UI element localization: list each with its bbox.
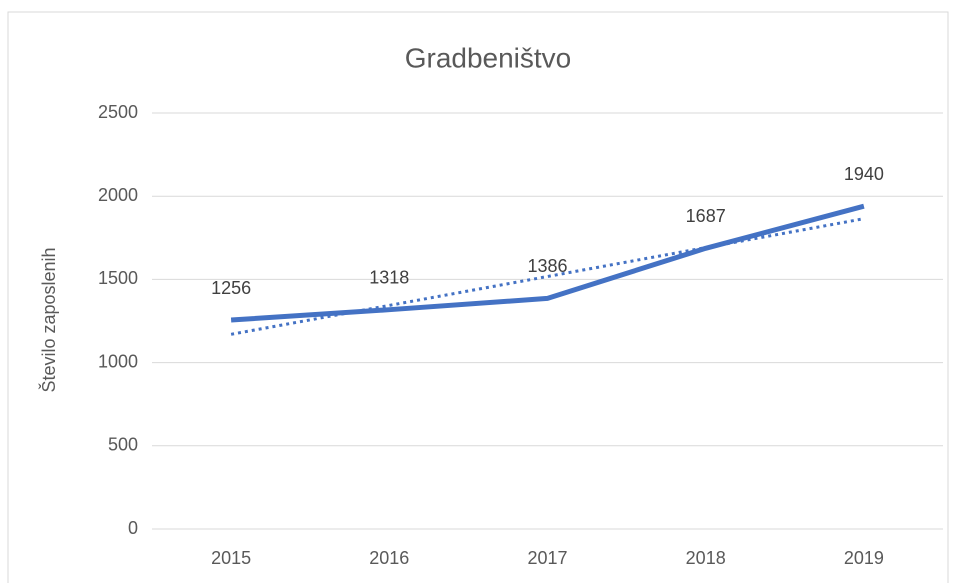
data-label: 1386 bbox=[527, 256, 567, 276]
y-tick-label: 2000 bbox=[98, 185, 138, 205]
x-tick-label: 2016 bbox=[369, 548, 409, 568]
chart-title: Gradbeništvo bbox=[405, 42, 572, 73]
data-label: 1687 bbox=[686, 206, 726, 226]
x-tick-label: 2019 bbox=[844, 548, 884, 568]
y-tick-label: 1000 bbox=[98, 351, 138, 371]
y-tick-label: 2500 bbox=[98, 102, 138, 122]
x-tick-label: 2018 bbox=[686, 548, 726, 568]
chart-frame bbox=[7, 11, 949, 583]
data-label: 1256 bbox=[211, 278, 251, 298]
x-tick-label: 2015 bbox=[211, 548, 251, 568]
y-tick-label: 500 bbox=[108, 435, 138, 455]
y-axis-label: Število zaposlenih bbox=[38, 247, 59, 392]
x-tick-label: 2017 bbox=[527, 548, 567, 568]
y-tick-label: 1500 bbox=[98, 268, 138, 288]
y-tick-label: 0 bbox=[128, 518, 138, 538]
data-label: 1940 bbox=[844, 164, 884, 184]
data-label: 1318 bbox=[369, 267, 409, 287]
data-line bbox=[230, 203, 865, 323]
